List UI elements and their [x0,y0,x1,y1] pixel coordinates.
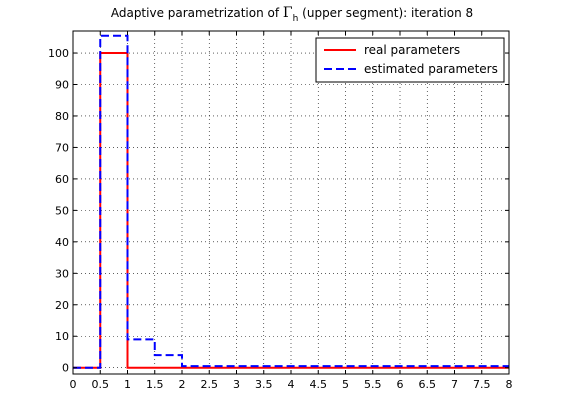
x-tick-label: 6 [397,378,404,391]
plot-area [73,31,509,374]
y-tick-label: 90 [55,78,69,91]
y-tick-label: 80 [55,110,69,123]
legend-label-2: estimated parameters [364,62,498,76]
x-tick-label: 4.5 [310,378,328,391]
x-tick-label: 7.5 [473,378,491,391]
x-tick-label: 0.5 [92,378,110,391]
y-tick-label: 20 [55,299,69,312]
chart-title-gamma: Γ [283,5,293,21]
x-tick-label: 5 [342,378,349,391]
chart-title-subscript: h [293,14,299,24]
x-tick-label: 0 [70,378,77,391]
legend: real parameters estimated parameters [315,37,505,83]
x-tick-label: 2 [179,378,186,391]
legend-box [315,37,505,83]
x-tick-label: 3 [233,378,240,391]
y-tick-label: 10 [55,330,69,343]
chart-title-rest: (upper segment): iteration 8 [298,6,473,20]
y-tick-label: 30 [55,267,69,280]
y-tick-label: 60 [55,173,69,186]
x-tick-label: 3.5 [255,378,273,391]
y-tick-label: 100 [48,47,69,60]
series-line-2 [73,34,509,369]
axes: 0 0.5 1 1.5 2 2.5 3 3.5 4 4.5 5 5.5 6 6.5 7 7.5 80102030… [48,30,513,391]
x-tick-label: 6.5 [419,378,437,391]
chart-title: Adaptive parametrization of Γh (upper se… [111,5,473,24]
x-tick-label: 2.5 [201,378,219,391]
x-tick-label: 5.5 [364,378,382,391]
y-tick-label: 70 [55,141,69,154]
plot-background [73,31,509,374]
series-layer [73,34,509,369]
y-tick-label: 40 [55,236,69,249]
x-tick-label: 7 [451,378,458,391]
y-tick-label: 50 [55,204,69,217]
x-tick-label: 1 [124,378,131,391]
y-tick-label: 0 [62,362,69,375]
chart-title-main: Adaptive parametrization of [111,6,283,20]
x-tick-label: 8 [506,378,513,391]
x-tick-label: 1.5 [146,378,164,391]
x-tick-label: 4 [288,378,295,391]
legend-label-1: real parameters [364,43,460,57]
